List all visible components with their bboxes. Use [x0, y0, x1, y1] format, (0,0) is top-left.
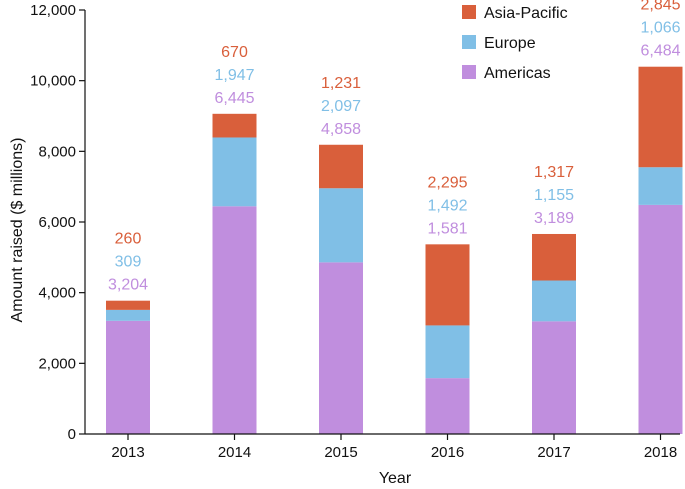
x-tick-label: 2018	[644, 444, 677, 461]
legend-swatch	[462, 35, 476, 49]
x-axis: 2013 2014 2015 2016 2017 2018	[85, 433, 680, 461]
data-label: 1,492	[427, 197, 467, 214]
data-label: 1,581	[427, 220, 467, 237]
y-axis-title: Amount raised ($ millions)	[9, 138, 26, 323]
legend-label: Europe	[484, 35, 536, 52]
x-tick-label: 2017	[537, 444, 570, 461]
data-label: 1,231	[321, 75, 361, 92]
bar-segment-asia-pacific	[425, 244, 470, 326]
legend-label: Asia-Pacific	[484, 5, 568, 22]
bar-segment-asia-pacific	[212, 113, 257, 138]
y-tick-label: 0	[68, 426, 76, 443]
data-label: 670	[221, 44, 248, 61]
data-label: 309	[115, 254, 142, 271]
bar-segment-asia-pacific	[638, 66, 683, 168]
data-label: 6,484	[640, 43, 680, 60]
y-tick-label: 8,000	[38, 143, 76, 160]
legend-swatch	[462, 65, 476, 79]
x-tick-label: 2013	[111, 444, 144, 461]
data-label: 4,858	[321, 121, 361, 138]
data-label: 3,189	[534, 210, 574, 227]
data-label: 260	[115, 231, 142, 248]
data-label: 1,066	[640, 20, 680, 37]
bar-segment-europe	[425, 325, 470, 379]
data-label: 1,947	[214, 67, 254, 84]
bar-segment-asia-pacific	[106, 300, 150, 310]
data-label: 2,097	[321, 98, 361, 115]
bar-segment-europe	[212, 137, 257, 207]
bar-segment-europe	[319, 188, 363, 263]
x-tick-label: 2016	[431, 444, 464, 461]
x-tick-label: 2015	[324, 444, 357, 461]
y-tick-label: 10,000	[30, 73, 76, 90]
y-tick-label: 12,000	[30, 2, 76, 19]
data-label: 3,204	[108, 277, 148, 294]
bar-segment-americas	[319, 262, 363, 434]
bar-segment-europe	[532, 280, 576, 322]
bar-segment-americas	[638, 204, 683, 434]
y-tick-label: 4,000	[38, 285, 76, 302]
bar-segment-europe	[638, 167, 683, 205]
data-label: 6,445	[214, 90, 254, 107]
legend: Asia-Pacific Europe Americas	[462, 5, 568, 82]
legend-swatch	[462, 5, 476, 19]
bar-segment-europe	[106, 309, 150, 321]
data-label: 1,155	[534, 187, 574, 204]
bar-segment-asia-pacific	[319, 144, 363, 189]
bar-segment-americas	[212, 206, 257, 434]
bar-segment-americas	[425, 378, 470, 434]
data-labels: 3,204 309 260 6,445 1,947 670 4,858 2,097 1,231 1…	[108, 0, 681, 294]
bar-segment-americas	[106, 320, 150, 434]
legend-label: Americas	[484, 65, 551, 82]
plot-area	[106, 66, 683, 434]
y-tick-label: 6,000	[38, 214, 76, 231]
y-tick-label: 2,000	[38, 355, 76, 372]
data-label: 2,295	[427, 174, 467, 191]
x-tick-label: 2014	[218, 444, 251, 461]
data-label: 1,317	[534, 164, 574, 181]
bar-segment-americas	[532, 321, 576, 434]
y-axis: 0 2,000 4,000 6,000 8,000 10,000 12,000	[30, 2, 86, 443]
bar-segment-asia-pacific	[532, 233, 576, 281]
x-axis-title: Year	[379, 470, 412, 487]
data-label: 2,845	[640, 0, 680, 14]
